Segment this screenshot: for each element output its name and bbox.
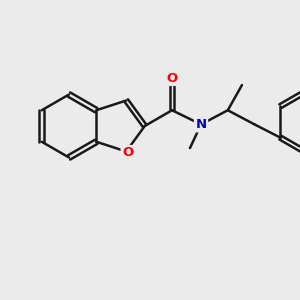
Text: O: O [122,146,134,160]
Text: N: N [196,118,207,131]
Text: O: O [167,71,178,85]
